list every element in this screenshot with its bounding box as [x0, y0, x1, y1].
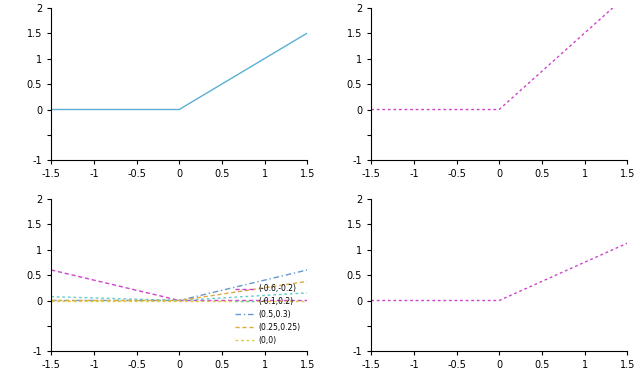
- (-0.6,-0.2): [170, 297, 178, 302]
- (-0.6,-0.2): [186, 298, 194, 303]
- (0.5,0.3): [298, 269, 305, 274]
- (0.5,0.3): [200, 292, 208, 297]
- (0,0): [297, 298, 305, 303]
- (0.5,0.3): [303, 268, 311, 272]
- Line: (-0.6,-0.2): (-0.6,-0.2): [51, 270, 307, 301]
- (-0.6,-0.2): [169, 297, 177, 301]
- (-0.1,0.2): [47, 295, 55, 299]
- (0.5,0.3): [169, 298, 177, 303]
- (-0.1,0.2): [298, 291, 305, 296]
- (0.25,0.25): [186, 296, 194, 301]
- (0.5,0.3): [47, 298, 55, 303]
- (0,0): [170, 298, 178, 303]
- (0.25,0.25): [200, 295, 208, 299]
- (-0.6,-0.2): [175, 298, 183, 303]
- (0.25,0.25): [258, 286, 266, 291]
- (0,0): [257, 298, 265, 303]
- Legend: (-0.6,-0.2), (-0.1,0.2), (0.5,0.3), (0.25,0.25), (0,0): (-0.6,-0.2), (-0.1,0.2), (0.5,0.3), (0.2…: [232, 281, 303, 348]
- (0.5,0.3): [175, 298, 183, 303]
- (-0.6,-0.2): [200, 298, 208, 303]
- Line: (0.5,0.3): (0.5,0.3): [51, 270, 307, 301]
- (0,0): [200, 298, 207, 303]
- (0.25,0.25): [303, 279, 311, 284]
- (-0.1,0.2): [303, 291, 311, 295]
- (0,0): [47, 298, 55, 303]
- Line: (0.25,0.25): (0.25,0.25): [51, 282, 307, 301]
- (-0.1,0.2): [258, 293, 266, 298]
- (0.25,0.25): [298, 280, 305, 285]
- (0,0): [186, 298, 193, 303]
- (-0.1,0.2): [170, 298, 178, 303]
- (-0.1,0.2): [175, 298, 183, 303]
- (-0.1,0.2): [186, 298, 194, 302]
- Line: (-0.1,0.2): (-0.1,0.2): [51, 293, 307, 301]
- (0.5,0.3): [258, 278, 266, 283]
- (0.25,0.25): [47, 298, 55, 303]
- (0.25,0.25): [169, 298, 177, 303]
- (0.5,0.3): [186, 296, 194, 300]
- (0,0): [169, 298, 177, 303]
- (0.25,0.25): [175, 298, 183, 303]
- (-0.1,0.2): [200, 297, 208, 301]
- (0,0): [303, 298, 311, 303]
- (-0.6,-0.2): [298, 298, 305, 303]
- (-0.1,0.2): [169, 298, 177, 303]
- (0.5,0.3): [170, 298, 178, 303]
- (-0.6,-0.2): [47, 268, 55, 272]
- (-0.6,-0.2): [258, 298, 266, 303]
- (0.25,0.25): [170, 298, 178, 303]
- (-0.6,-0.2): [303, 298, 311, 303]
